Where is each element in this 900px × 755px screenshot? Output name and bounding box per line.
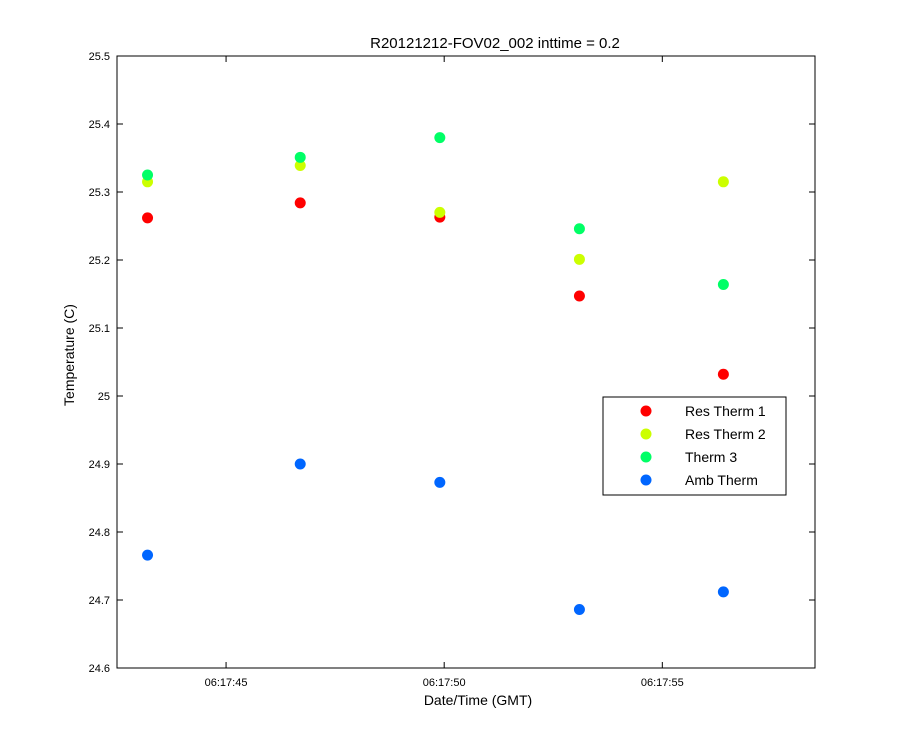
x-axis: 06:17:45 06:17:50 06:17:55 <box>205 56 684 689</box>
legend-label: Therm 3 <box>685 449 737 465</box>
x-axis-label: Date/Time (GMT) <box>424 692 532 708</box>
plot-area <box>116 55 816 669</box>
data-point <box>142 549 154 561</box>
data-point <box>294 197 306 209</box>
series-therm-3 <box>142 132 729 290</box>
legend-box <box>602 396 787 496</box>
y-tick-label: 25.5 <box>89 51 110 63</box>
data-point <box>573 290 585 302</box>
x-tick-label: 06:17:55 <box>641 677 684 689</box>
y-tick-label: 25.4 <box>89 119 110 131</box>
y-axis: 24.6 24.7 24.8 24.9 25 25.1 25.2 25.3 25.4 25.5 <box>89 51 815 675</box>
y-tick-label: 24.6 <box>89 663 110 675</box>
data-point <box>717 586 729 598</box>
y-tick-label: 25.1 <box>89 323 110 335</box>
legend-label: Res Therm 1 <box>685 403 766 419</box>
data-point <box>434 132 446 144</box>
data-point <box>717 278 729 290</box>
legend-label: Res Therm 2 <box>685 426 766 442</box>
y-tick-label: 25 <box>98 391 110 403</box>
data-point <box>717 176 729 188</box>
chart-title: R20121212-FOV02_002 inttime = 0.2 <box>370 35 620 52</box>
data-point <box>573 223 585 235</box>
legend-marker <box>640 474 652 486</box>
data-point <box>434 476 446 488</box>
y-tick-label: 24.7 <box>89 595 110 607</box>
data-points <box>142 132 729 616</box>
data-point <box>294 159 306 171</box>
x-tick-label: 06:17:45 <box>205 677 248 689</box>
legend-marker <box>640 405 652 417</box>
y-tick-label: 24.8 <box>89 527 110 539</box>
data-point <box>717 368 729 380</box>
y-tick-label: 25.2 <box>89 255 110 267</box>
legend-label: Amb Therm <box>685 472 758 488</box>
y-axis-label: Temperature (C) <box>61 304 77 406</box>
series-amb-therm <box>142 458 729 616</box>
series-res-therm-2 <box>142 159 729 265</box>
legend: Res Therm 1 Res Therm 2 Therm 3 Amb Therm <box>602 396 787 496</box>
legend-marker <box>640 451 652 463</box>
y-tick-label: 25.3 <box>89 187 110 199</box>
data-point <box>142 169 154 181</box>
series-res-therm-1 <box>142 197 729 380</box>
y-tick-label: 24.9 <box>89 459 110 471</box>
data-point <box>294 151 306 163</box>
data-point <box>434 206 446 218</box>
data-point <box>142 212 154 224</box>
x-tick-label: 06:17:50 <box>423 677 466 689</box>
data-point <box>294 458 306 470</box>
data-point <box>573 253 585 265</box>
data-point <box>573 604 585 616</box>
legend-marker <box>640 428 652 440</box>
